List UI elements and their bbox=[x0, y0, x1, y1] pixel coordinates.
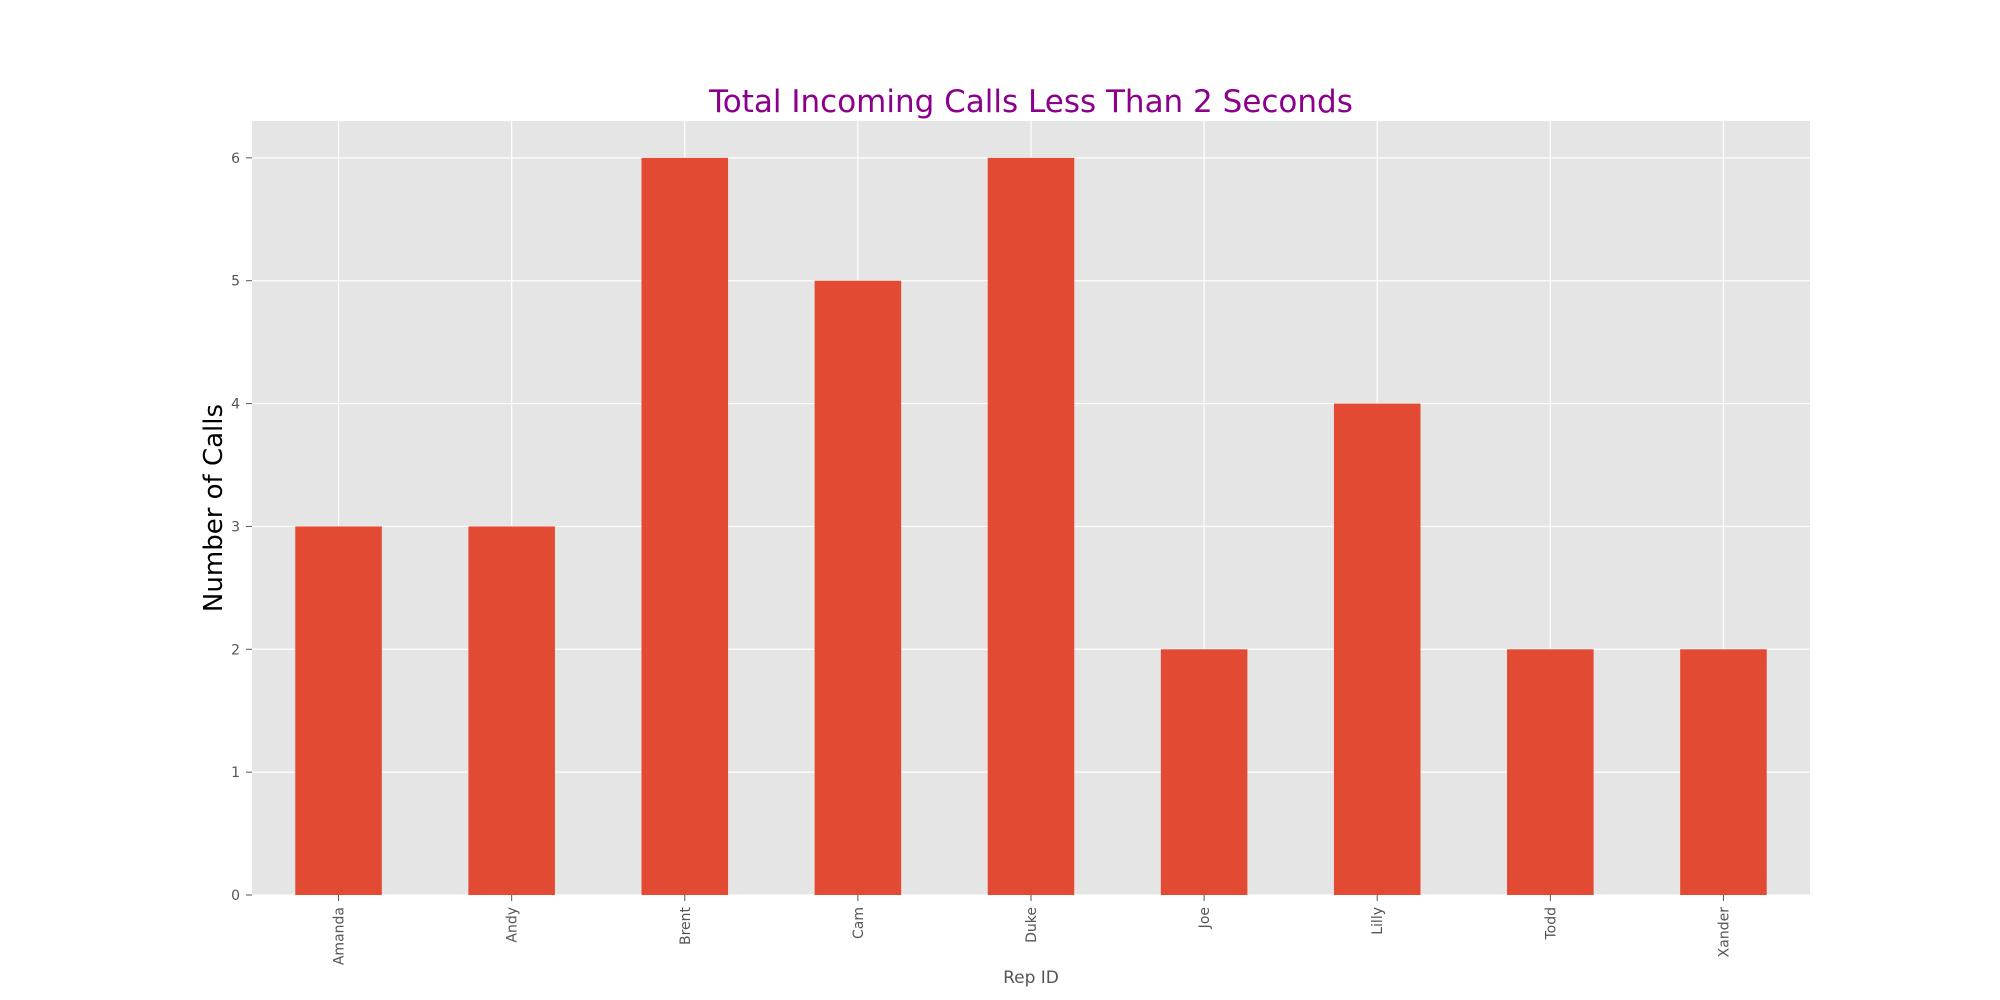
x-tick-label: Lilly bbox=[1370, 907, 1386, 935]
bar-xander bbox=[1680, 649, 1767, 895]
bar-brent bbox=[641, 157, 729, 895]
y-axis-title: Number of Calls bbox=[199, 404, 229, 612]
y-tick-label: 6 bbox=[231, 151, 240, 167]
y-tick-label: 3 bbox=[231, 519, 240, 535]
x-tick-label: Cam bbox=[851, 907, 867, 939]
bar-joe bbox=[1160, 649, 1248, 895]
y-tick-label: 0 bbox=[231, 888, 240, 904]
y-tick-label: 5 bbox=[231, 274, 240, 290]
x-tick-label: Joe bbox=[1197, 907, 1213, 929]
axes: 0 1 2 3 4 5 6 Amanda Andy Brent Cam Duke Joe Lilly Tod… bbox=[231, 151, 1732, 965]
bar-duke bbox=[987, 157, 1075, 895]
x-tick-label: Xander bbox=[1716, 907, 1732, 958]
x-tick-label: Andy bbox=[505, 907, 521, 943]
x-tick-label: Brent bbox=[678, 906, 694, 945]
chart-title: Total Incoming Calls Less Than 2 Seconds bbox=[708, 84, 1353, 120]
bar-lilly bbox=[1333, 403, 1421, 895]
x-tick-label: Todd bbox=[1543, 907, 1559, 941]
y-tick-label: 1 bbox=[231, 765, 240, 781]
y-tick-label: 2 bbox=[231, 642, 240, 658]
bars bbox=[295, 157, 1767, 895]
y-tick-label: 4 bbox=[231, 397, 240, 413]
bar-amanda bbox=[295, 526, 382, 895]
bar-todd bbox=[1507, 649, 1594, 895]
bar-cam bbox=[814, 280, 902, 895]
x-tick-label: Duke bbox=[1024, 907, 1040, 943]
bar-andy bbox=[468, 526, 555, 895]
x-tick-label: Amanda bbox=[332, 907, 348, 965]
x-axis-title: Rep ID bbox=[1003, 968, 1059, 988]
